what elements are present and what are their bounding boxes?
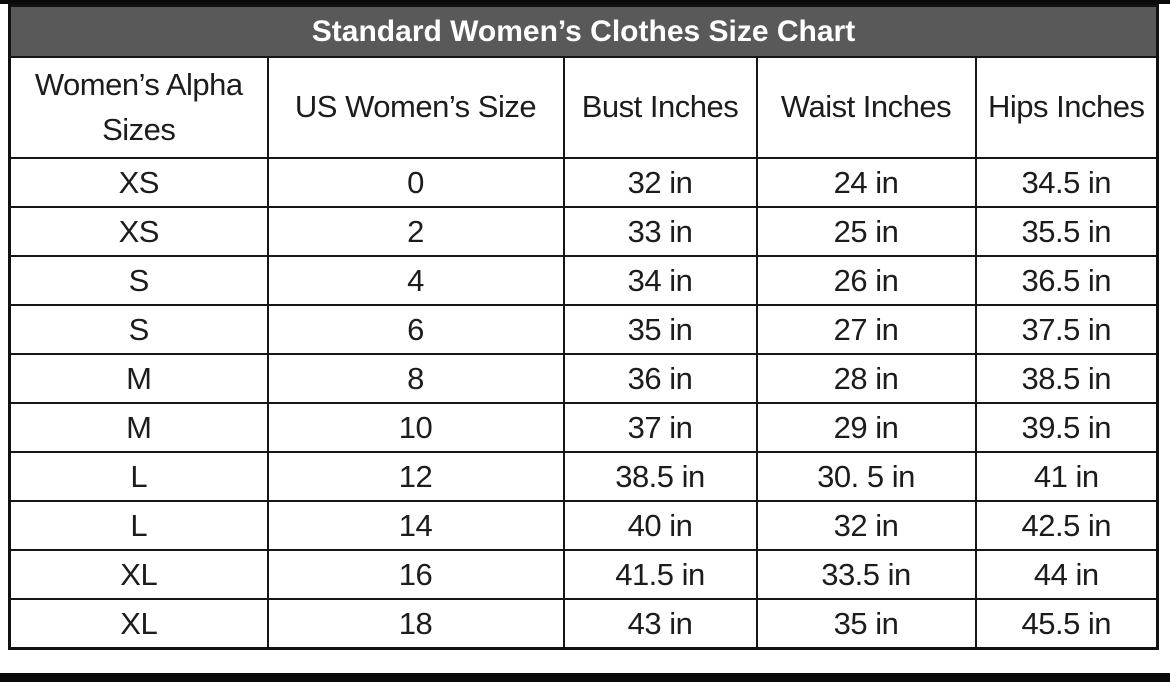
table-row: L 14 40 in 32 in 42.5 in xyxy=(8,500,1159,551)
table-row: XL 18 43 in 35 in 45.5 in xyxy=(8,598,1159,650)
table-cell: 43 in xyxy=(562,598,758,650)
table-cell: 35.5 in xyxy=(974,206,1159,257)
table-row: XS 2 33 in 25 in 35.5 in xyxy=(8,206,1159,257)
table-row: S 6 35 in 27 in 37.5 in xyxy=(8,304,1159,355)
table-cell: 36 in xyxy=(562,353,758,404)
size-chart-table: Standard Women’s Clothes Size Chart Wome… xyxy=(8,4,1160,650)
column-header-hips: Hips Inches xyxy=(974,56,1159,159)
table-cell: 33 in xyxy=(562,206,758,257)
title-row: Standard Women’s Clothes Size Chart xyxy=(8,4,1159,58)
table-cell: 37 in xyxy=(562,402,758,453)
column-header-alpha-sizes: Women’s Alpha Sizes xyxy=(8,56,269,159)
table-cell: L xyxy=(8,451,269,502)
table-cell: 14 xyxy=(266,500,565,551)
table-body: XS 0 32 in 24 in 34.5 in XS 2 33 in 25 in 35.5 in… xyxy=(8,157,1159,650)
table-row: M 8 36 in 28 in 38.5 in xyxy=(8,353,1159,404)
table-cell: 32 in xyxy=(562,157,758,208)
column-header-waist: Waist Inches xyxy=(755,56,977,159)
table-cell: 24 in xyxy=(755,157,977,208)
header-row: Women’s Alpha Sizes US Women’s Size Bust… xyxy=(8,56,1159,159)
table-cell: 8 xyxy=(266,353,565,404)
table-cell: 32 in xyxy=(755,500,977,551)
table-cell: 36.5 in xyxy=(974,255,1159,306)
table-cell: 6 xyxy=(266,304,565,355)
table-row: XS 0 32 in 24 in 34.5 in xyxy=(8,157,1159,208)
table-cell: 27 in xyxy=(755,304,977,355)
table-cell: 44 in xyxy=(974,549,1159,600)
table-cell: 10 xyxy=(266,402,565,453)
table-cell: XL xyxy=(8,598,269,650)
bottom-frame-bar xyxy=(0,673,1170,682)
table-cell: 35 in xyxy=(755,598,977,650)
table-cell: 2 xyxy=(266,206,565,257)
table-row: L 12 38.5 in 30. 5 in 41 in xyxy=(8,451,1159,502)
table-row: M 10 37 in 29 in 39.5 in xyxy=(8,402,1159,453)
table-cell: XS xyxy=(8,206,269,257)
table-cell: 40 in xyxy=(562,500,758,551)
table-cell: 38.5 in xyxy=(974,353,1159,404)
table-cell: 29 in xyxy=(755,402,977,453)
table-cell: S xyxy=(8,255,269,306)
table-cell: 12 xyxy=(266,451,565,502)
table-cell: 33.5 in xyxy=(755,549,977,600)
column-header-us-size: US Women’s Size xyxy=(266,56,565,159)
table-cell: 35 in xyxy=(562,304,758,355)
table-cell: 16 xyxy=(266,549,565,600)
table-cell: 41.5 in xyxy=(562,549,758,600)
table-cell: 37.5 in xyxy=(974,304,1159,355)
table-cell: 39.5 in xyxy=(974,402,1159,453)
table-cell: XL xyxy=(8,549,269,600)
table-row: S 4 34 in 26 in 36.5 in xyxy=(8,255,1159,306)
table-cell: S xyxy=(8,304,269,355)
table-cell: 0 xyxy=(266,157,565,208)
table-cell: L xyxy=(8,500,269,551)
table-cell: 30. 5 in xyxy=(755,451,977,502)
table-cell: 41 in xyxy=(974,451,1159,502)
table-cell: 34 in xyxy=(562,255,758,306)
table-cell: 26 in xyxy=(755,255,977,306)
table-cell: 42.5 in xyxy=(974,500,1159,551)
table-cell: 25 in xyxy=(755,206,977,257)
table-cell: 38.5 in xyxy=(562,451,758,502)
table-cell: 4 xyxy=(266,255,565,306)
top-frame-bar xyxy=(0,0,1170,4)
table-cell: M xyxy=(8,353,269,404)
table-cell: XS xyxy=(8,157,269,208)
table-row: XL 16 41.5 in 33.5 in 44 in xyxy=(8,549,1159,600)
table-cell: 18 xyxy=(266,598,565,650)
table-cell: 34.5 in xyxy=(974,157,1159,208)
table-cell: 28 in xyxy=(755,353,977,404)
chart-title: Standard Women’s Clothes Size Chart xyxy=(8,4,1159,58)
table-cell: M xyxy=(8,402,269,453)
table-cell: 45.5 in xyxy=(974,598,1159,650)
column-header-bust: Bust Inches xyxy=(562,56,758,159)
